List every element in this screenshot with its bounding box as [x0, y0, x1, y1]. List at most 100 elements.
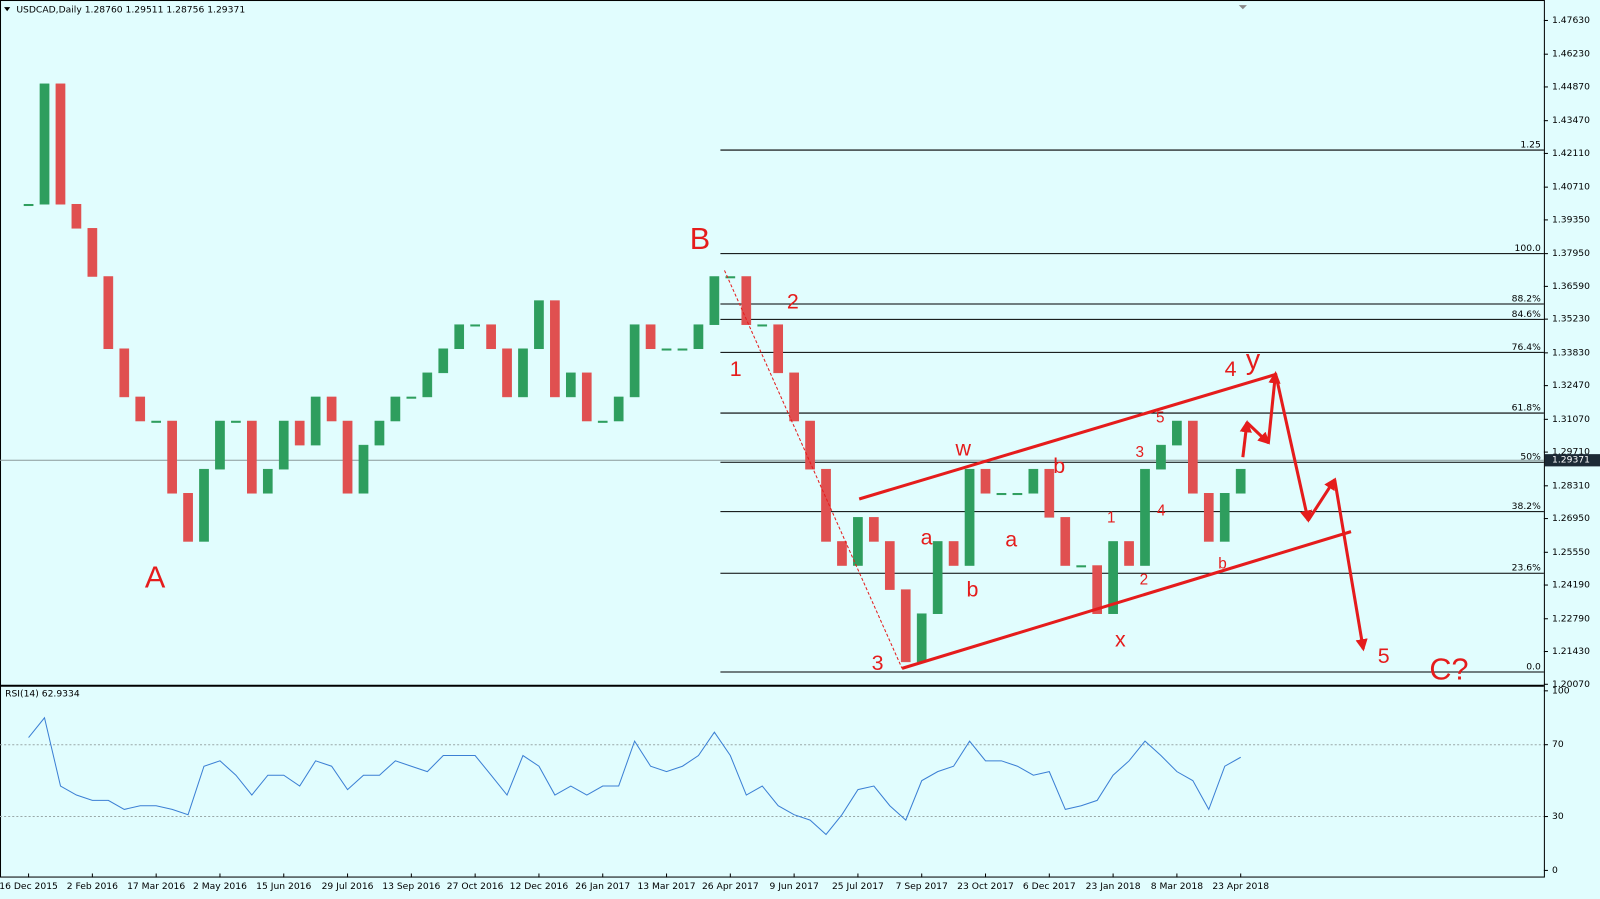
candle: [1203, 493, 1214, 542]
wave-label: a: [921, 525, 933, 549]
menu-triangle[interactable]: [4, 7, 11, 12]
y-tick-label: 1.35230: [1552, 314, 1590, 325]
rsi-line: [28, 716, 1241, 836]
x-tick-label: 15 Jun 2016: [256, 881, 311, 892]
candle: [87, 228, 98, 277]
y-tick-label: 1.43470: [1552, 115, 1590, 126]
candle: [1156, 444, 1166, 470]
candle: [964, 468, 975, 566]
wave-label: 1: [730, 357, 742, 381]
candle: [741, 276, 752, 325]
wave-label: 4: [1225, 357, 1237, 381]
candle: [1092, 565, 1102, 614]
y-tick-label: 1.40710: [1552, 182, 1590, 193]
candle: [278, 420, 289, 470]
fib-level-label: 0.0: [1526, 661, 1541, 672]
fib-level-label: 88.2%: [1512, 293, 1541, 304]
y-tick-label: 1.21430: [1552, 646, 1590, 657]
wave-drawings: [724, 270, 1368, 670]
wave-label: B: [690, 222, 710, 256]
y-tick-label: 1.29710: [1552, 447, 1590, 458]
candle: [1028, 468, 1039, 494]
y-tick-label: 1.28310: [1552, 480, 1590, 491]
candle: [837, 541, 847, 566]
candle: [374, 420, 385, 446]
candle: [231, 420, 241, 423]
current-price-box: [1544, 454, 1600, 467]
wave-label: a: [1005, 527, 1017, 551]
candle: [1124, 541, 1134, 566]
y-tick-label: 70: [1552, 739, 1564, 750]
channel-upper: [858, 373, 1276, 501]
wave-label: b: [966, 577, 978, 601]
candle: [821, 468, 831, 542]
candle: [1172, 420, 1182, 446]
wave-label: C?: [1429, 653, 1468, 687]
fib-level-label: 23.6%: [1512, 563, 1541, 574]
candle: [565, 372, 576, 398]
x-tick-label: 26 Apr 2017: [702, 881, 759, 892]
y-tick-label: 100: [1552, 685, 1570, 696]
wave-label: b: [1053, 454, 1065, 478]
candle: [1044, 468, 1055, 518]
candle: [980, 468, 991, 494]
candle: [613, 396, 624, 422]
candle: [661, 348, 672, 351]
candle: [454, 324, 465, 350]
x-tick-label: 9 Jun 2017: [769, 881, 819, 892]
y-tick-label: 30: [1552, 811, 1564, 822]
wave-label: 4: [1157, 502, 1166, 519]
candle: [534, 300, 544, 350]
candle: [119, 348, 130, 398]
fib-level-label: 76.4%: [1512, 342, 1541, 353]
candle: [326, 396, 337, 422]
candle: [262, 468, 273, 494]
fib-level-label: 50%: [1520, 452, 1541, 463]
candle: [215, 420, 225, 470]
projection-arrow: [1266, 371, 1281, 444]
projection-arrow: [1239, 420, 1252, 458]
candle: [438, 348, 449, 374]
wave-label: 2: [1140, 572, 1149, 589]
y-tick-label: 1.20070: [1552, 679, 1590, 690]
candle: [645, 324, 656, 350]
candle: [884, 541, 895, 590]
fib-level-label: 61.8%: [1512, 402, 1541, 413]
wave-label: 1: [1107, 509, 1116, 526]
candle: [709, 276, 720, 325]
candle: [789, 372, 799, 422]
candle: [103, 276, 114, 350]
x-tick-label: 17 Mar 2016: [127, 881, 185, 892]
candle: [1108, 541, 1118, 614]
wave-label: 2: [787, 290, 799, 314]
wave-label: w: [955, 437, 972, 461]
fib-level-label: 1.25: [1520, 139, 1541, 150]
candle: [1187, 420, 1198, 494]
candle: [1140, 468, 1150, 566]
fib-level-label: 100.0: [1515, 243, 1541, 254]
y-tick-label: 1.33830: [1552, 347, 1590, 358]
candle: [406, 396, 417, 399]
x-tick-label: 27 Oct 2016: [447, 881, 504, 892]
candle: [1235, 468, 1246, 494]
x-tick-label: 7 Sep 2017: [896, 881, 948, 892]
x-tick-label: 13 Mar 2017: [637, 881, 695, 892]
candle: [996, 493, 1007, 496]
candle: [693, 324, 704, 350]
candle: [486, 324, 496, 350]
candle: [900, 589, 911, 663]
x-tick-label: 25 Jul 2017: [832, 881, 884, 892]
y-tick-label: 1.42110: [1552, 148, 1590, 159]
y-tick-label: 1.47630: [1552, 15, 1590, 26]
candle: [581, 372, 592, 422]
y-tick-label: 1.44870: [1552, 81, 1590, 92]
candle: [502, 348, 512, 398]
candle: [677, 348, 688, 351]
projection-arrow: [1274, 373, 1313, 523]
y-tick-label: 1.31070: [1552, 414, 1590, 425]
candle: [55, 83, 66, 205]
candle: [39, 83, 50, 205]
shift-marker: [1238, 5, 1247, 10]
candle: [916, 613, 927, 663]
